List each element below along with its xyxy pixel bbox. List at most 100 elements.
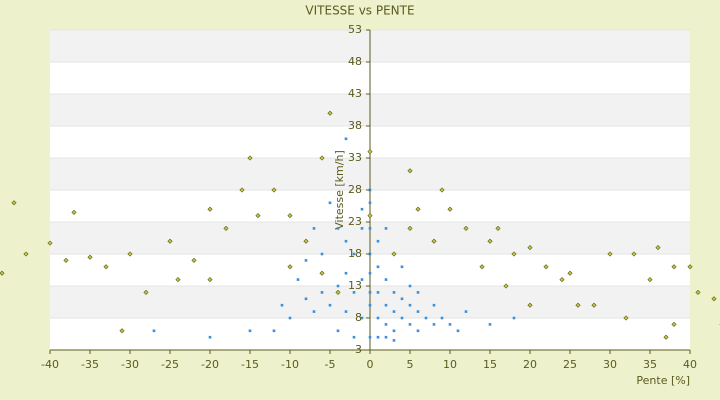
point <box>432 303 436 307</box>
point <box>392 339 396 342</box>
x-tick-label: 5 <box>407 358 414 371</box>
point <box>367 213 373 219</box>
point <box>367 149 373 155</box>
y-tick-label: 8 <box>355 311 362 324</box>
x-tick-label: 25 <box>563 358 577 371</box>
y-axis-label: Vitesse [km/h] <box>333 150 346 230</box>
point <box>591 302 597 308</box>
point <box>247 155 253 161</box>
point <box>368 201 372 205</box>
point <box>655 245 661 251</box>
point <box>352 252 356 256</box>
point <box>408 303 412 307</box>
point <box>407 168 413 174</box>
point <box>319 155 325 161</box>
point <box>119 328 125 334</box>
point <box>328 201 332 205</box>
point <box>280 303 284 307</box>
point <box>479 264 485 270</box>
point <box>495 225 501 231</box>
point <box>208 335 212 339</box>
point <box>87 254 93 260</box>
x-tick-label: 20 <box>523 358 537 371</box>
point <box>360 207 364 211</box>
x-tick-label: 40 <box>683 358 697 371</box>
point <box>559 277 565 283</box>
point <box>447 206 453 212</box>
point <box>352 335 356 339</box>
point <box>392 329 396 333</box>
point <box>416 291 420 294</box>
point <box>384 278 388 281</box>
point <box>376 265 380 269</box>
point <box>336 227 340 230</box>
point <box>303 238 309 244</box>
point <box>287 213 293 219</box>
y-tick-label: 18 <box>348 247 362 260</box>
point <box>175 277 181 283</box>
point <box>456 329 460 333</box>
point <box>416 310 420 313</box>
point <box>392 291 396 294</box>
point <box>376 335 380 339</box>
point <box>272 329 276 333</box>
point <box>23 251 29 257</box>
point <box>368 227 372 230</box>
x-tick-label: -35 <box>81 358 99 371</box>
point <box>360 316 364 320</box>
point <box>463 225 469 231</box>
point <box>415 206 421 212</box>
y-tick-label: 33 <box>348 151 362 164</box>
x-tick-label: 30 <box>603 358 617 371</box>
point <box>384 323 388 326</box>
point <box>127 251 133 257</box>
point <box>527 245 533 251</box>
x-tick-label: -20 <box>201 358 219 371</box>
point <box>368 271 372 275</box>
y-tick-label: 48 <box>348 55 362 68</box>
point <box>384 303 388 307</box>
point <box>143 289 149 295</box>
point <box>527 302 533 308</box>
point <box>191 257 197 263</box>
x-tick-label: -5 <box>325 358 336 371</box>
point <box>400 265 404 269</box>
point <box>288 316 292 320</box>
y-tick-label: 13 <box>348 279 362 292</box>
point <box>344 137 348 141</box>
point <box>287 264 293 270</box>
point <box>487 238 493 244</box>
point <box>296 278 300 281</box>
point <box>631 251 637 257</box>
point <box>360 227 364 230</box>
x-tick-label: 35 <box>643 358 657 371</box>
point <box>47 240 53 246</box>
point <box>304 297 308 301</box>
point <box>416 329 420 333</box>
point <box>239 187 245 193</box>
point <box>431 238 437 244</box>
point <box>376 239 380 243</box>
x-tick-label: 15 <box>483 358 497 371</box>
point <box>207 206 213 212</box>
chart-title: VITESSE vs PENTE <box>305 4 414 18</box>
point <box>392 310 396 313</box>
point <box>695 289 701 295</box>
point <box>687 264 693 270</box>
point <box>320 252 324 256</box>
point <box>368 335 372 339</box>
point <box>647 277 653 283</box>
point <box>335 289 341 295</box>
point <box>63 257 69 263</box>
point <box>607 251 613 257</box>
y-tick-label: 23 <box>348 215 362 228</box>
point <box>0 270 5 276</box>
point <box>408 323 412 326</box>
point <box>344 271 348 275</box>
point <box>336 284 340 288</box>
point <box>11 200 17 206</box>
point <box>432 323 436 326</box>
x-tick-label: -10 <box>281 358 299 371</box>
point <box>424 316 428 320</box>
x-axis-label: Pente [%] <box>636 374 690 387</box>
